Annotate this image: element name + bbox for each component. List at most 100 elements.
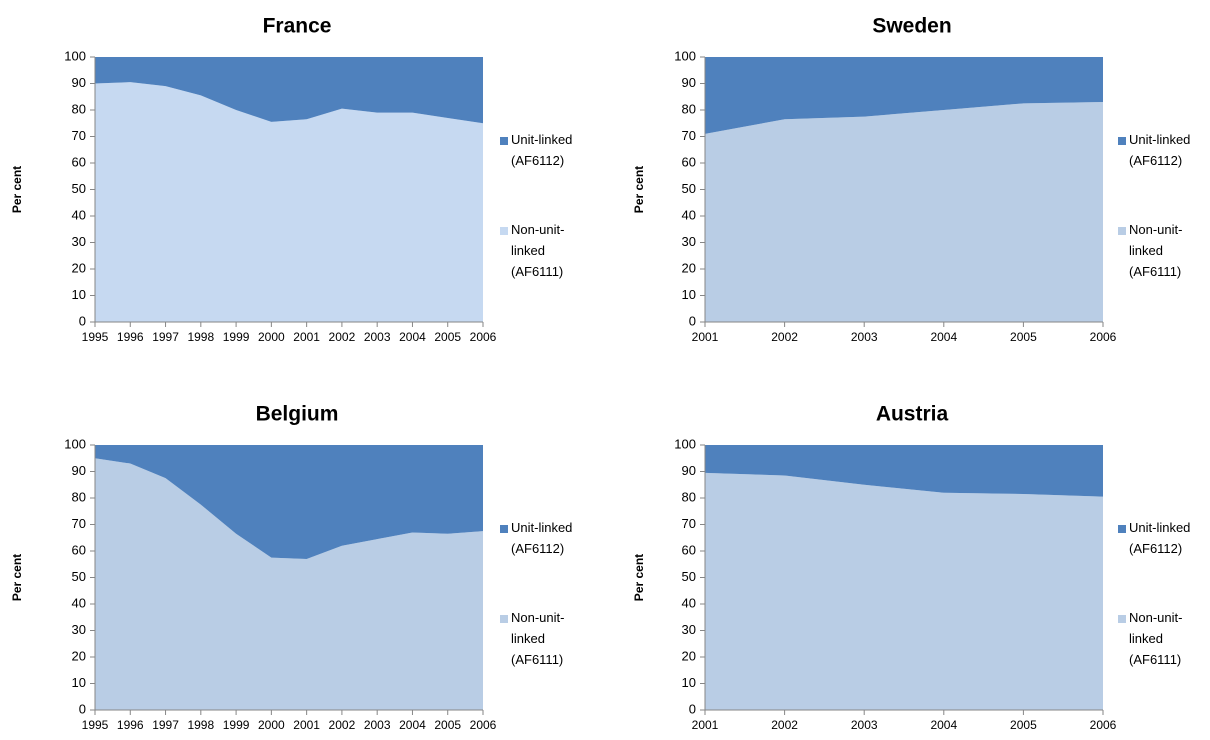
y-tick-label: 30 bbox=[72, 234, 86, 249]
y-axis-title: Per cent bbox=[632, 166, 646, 213]
y-tick-label: 50 bbox=[682, 181, 696, 196]
y-tick-label: 60 bbox=[682, 154, 696, 169]
y-tick-label: 0 bbox=[689, 313, 696, 328]
legend-entry: Unit-linked (AF6112) bbox=[511, 132, 573, 168]
x-tick-label: 1996 bbox=[117, 718, 144, 732]
y-axis-title: Per cent bbox=[632, 554, 646, 601]
x-tick-label: 1995 bbox=[82, 330, 109, 344]
x-tick-label: 1995 bbox=[82, 718, 109, 732]
y-tick-label: 30 bbox=[682, 234, 696, 249]
legend-entry: Non-unit-linked (AF6111) bbox=[511, 222, 565, 279]
legend-swatch bbox=[500, 525, 508, 533]
y-tick-label: 10 bbox=[72, 287, 86, 302]
x-tick-label: 2005 bbox=[434, 330, 461, 344]
legend-swatch bbox=[500, 615, 508, 623]
y-tick-label: 100 bbox=[674, 436, 696, 451]
y-tick-label: 70 bbox=[72, 516, 86, 531]
y-tick-label: 30 bbox=[72, 622, 86, 637]
legend-label: Non-unit-linked (AF6111) bbox=[511, 222, 565, 279]
x-tick-label: 2005 bbox=[1010, 330, 1037, 344]
legend-swatch bbox=[1118, 525, 1126, 533]
area bbox=[705, 57, 1103, 134]
y-tick-label: 80 bbox=[682, 489, 696, 504]
y-tick-label: 60 bbox=[682, 542, 696, 557]
x-tick-label: 1999 bbox=[223, 718, 250, 732]
x-tick-label: 2004 bbox=[399, 718, 426, 732]
y-tick-label: 100 bbox=[674, 48, 696, 63]
x-tick-label: 2004 bbox=[930, 330, 957, 344]
x-tick-label: 1997 bbox=[152, 330, 179, 344]
chart-title: Austria bbox=[876, 403, 949, 426]
x-tick-label: 2002 bbox=[771, 718, 798, 732]
legend-swatch bbox=[1118, 615, 1126, 623]
x-tick-label: 2004 bbox=[399, 330, 426, 344]
x-tick-label: 2002 bbox=[329, 330, 356, 344]
legend-swatch bbox=[1118, 227, 1126, 235]
x-tick-label: 1998 bbox=[187, 330, 214, 344]
legend-label: Non-unit-linked (AF6111) bbox=[1129, 222, 1183, 279]
area bbox=[705, 102, 1103, 322]
chart-title: Sweden bbox=[872, 15, 951, 38]
legend-swatch bbox=[500, 137, 508, 145]
x-tick-label: 2006 bbox=[470, 330, 497, 344]
y-tick-label: 60 bbox=[72, 154, 86, 169]
x-tick-label: 2003 bbox=[851, 330, 878, 344]
legend-swatch bbox=[500, 227, 508, 235]
y-tick-label: 90 bbox=[682, 75, 696, 90]
x-tick-label: 2003 bbox=[364, 330, 391, 344]
legend-entry: Non-unit-linked (AF6111) bbox=[1129, 222, 1183, 279]
y-tick-label: 70 bbox=[72, 128, 86, 143]
y-tick-label: 40 bbox=[682, 207, 696, 222]
y-tick-label: 10 bbox=[682, 287, 696, 302]
y-tick-label: 40 bbox=[682, 595, 696, 610]
y-tick-label: 10 bbox=[72, 675, 86, 690]
x-tick-label: 2001 bbox=[692, 330, 719, 344]
x-tick-label: 2001 bbox=[293, 330, 320, 344]
area bbox=[705, 445, 1103, 497]
legend-label: Unit-linked (AF6112) bbox=[1129, 132, 1191, 168]
y-tick-label: 50 bbox=[72, 569, 86, 584]
y-tick-label: 80 bbox=[72, 101, 86, 116]
x-tick-label: 2001 bbox=[293, 718, 320, 732]
x-tick-label: 2006 bbox=[1090, 330, 1117, 344]
x-tick-label: 1999 bbox=[223, 330, 250, 344]
x-tick-label: 1997 bbox=[152, 718, 179, 732]
x-tick-label: 2006 bbox=[470, 718, 497, 732]
area bbox=[95, 82, 483, 322]
area bbox=[95, 458, 483, 710]
x-tick-label: 2005 bbox=[1010, 718, 1037, 732]
y-tick-label: 60 bbox=[72, 542, 86, 557]
y-tick-label: 0 bbox=[689, 701, 696, 716]
legend-label: Unit-linked (AF6112) bbox=[511, 132, 573, 168]
y-tick-label: 90 bbox=[682, 463, 696, 478]
y-tick-label: 70 bbox=[682, 516, 696, 531]
y-axis-title: Per cent bbox=[10, 166, 24, 213]
y-tick-label: 80 bbox=[72, 489, 86, 504]
legend-entry: Non-unit-linked (AF6111) bbox=[1129, 610, 1182, 667]
y-axis-title: Per cent bbox=[10, 554, 24, 601]
legend-label: Unit-linked (AF6112) bbox=[1129, 520, 1191, 556]
area bbox=[95, 57, 483, 124]
legend-swatch bbox=[1118, 137, 1126, 145]
chart-title: Belgium bbox=[256, 403, 339, 426]
x-tick-label: 2000 bbox=[258, 330, 285, 344]
x-tick-label: 2001 bbox=[692, 718, 719, 732]
legend-entry: Unit-linked (AF6112) bbox=[1129, 520, 1191, 556]
legend-label: Non-unit-linked (AF6111) bbox=[511, 610, 565, 667]
y-tick-label: 90 bbox=[72, 75, 86, 90]
y-tick-label: 30 bbox=[682, 622, 696, 637]
y-tick-label: 100 bbox=[64, 48, 86, 63]
x-tick-label: 2005 bbox=[434, 718, 461, 732]
area bbox=[705, 472, 1103, 710]
y-tick-label: 50 bbox=[682, 569, 696, 584]
y-tick-label: 20 bbox=[682, 260, 696, 275]
x-tick-label: 2003 bbox=[851, 718, 878, 732]
y-tick-label: 100 bbox=[64, 436, 86, 451]
chart-title: France bbox=[263, 15, 332, 38]
y-tick-label: 0 bbox=[79, 701, 86, 716]
y-tick-label: 10 bbox=[682, 675, 696, 690]
y-tick-label: 90 bbox=[72, 463, 86, 478]
legend-entry: Unit-linked (AF6112) bbox=[511, 520, 572, 556]
area bbox=[95, 445, 483, 559]
